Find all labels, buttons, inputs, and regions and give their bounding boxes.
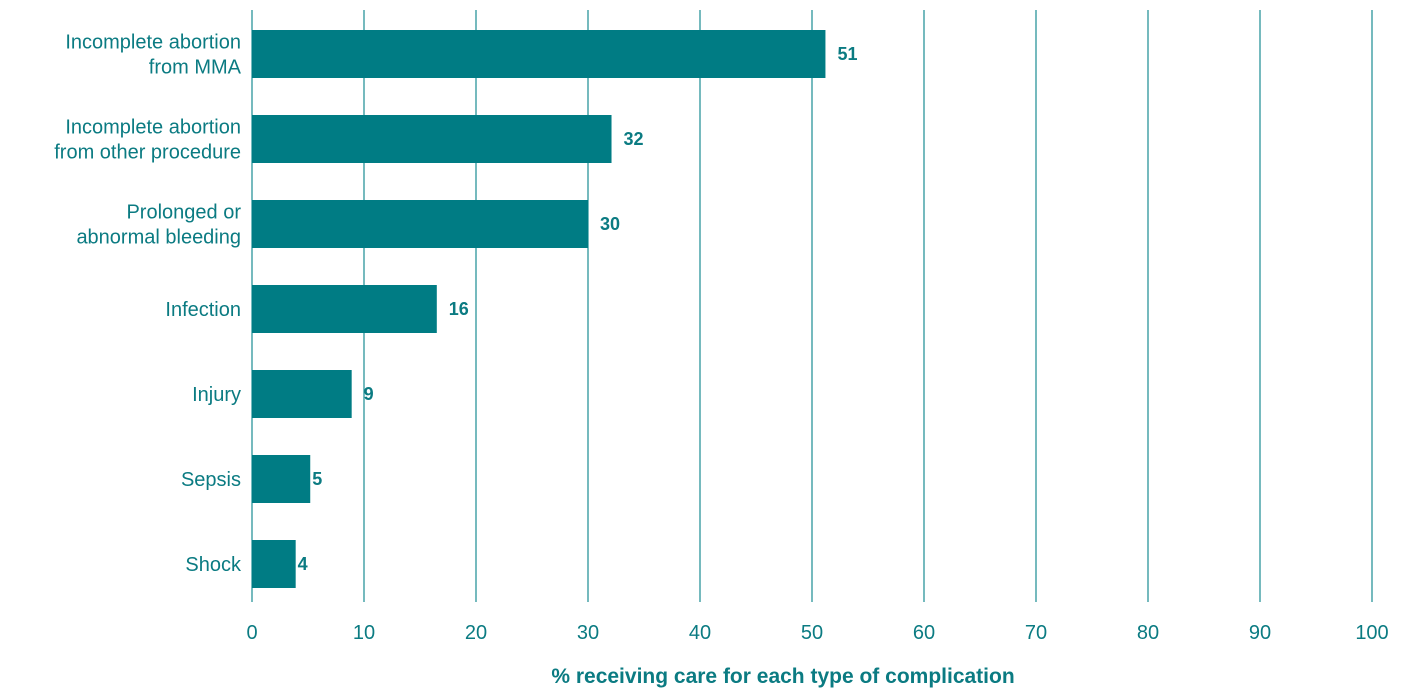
x-tick-labels: 0 10 20 30 40 50 60 70 80 90 100 [246,622,1388,644]
category-label: Injury [192,384,241,406]
category-label-line: Prolonged or [126,202,241,224]
value-label: 5 [312,469,322,489]
x-tick-label: 50 [801,622,823,644]
x-tick-label: 30 [577,622,599,644]
x-axis-title: % receiving care for each type of compli… [551,665,1014,688]
category-label: Sepsis [181,469,241,491]
category-label-line: Incomplete abortion [65,117,241,139]
value-labels: 51 32 30 16 9 5 4 [298,44,858,574]
value-label: 51 [837,44,857,64]
x-tick-label: 20 [465,622,487,644]
x-tick-label: 0 [246,622,257,644]
category-label: Incomplete abortion from MMA [65,32,241,79]
category-label-line: from other procedure [54,142,241,164]
value-label: 16 [449,299,469,319]
category-label-line: Incomplete abortion [65,32,241,54]
bars [252,30,826,588]
value-label: 32 [624,129,644,149]
category-label-line: from MMA [149,57,242,79]
bar [252,455,311,503]
bar [252,115,612,163]
category-label: Shock [185,554,242,576]
x-tick-label: 90 [1249,622,1271,644]
category-label-line: abnormal bleeding [76,227,241,249]
category-label-line: Shock [185,554,242,576]
bar [252,285,437,333]
x-tick-label: 100 [1355,622,1388,644]
bar [252,200,588,248]
category-label: Infection [165,299,241,321]
x-tick-label: 40 [689,622,711,644]
bar [252,30,826,78]
category-label: Prolonged or abnormal bleeding [76,202,241,249]
x-tick-label: 10 [353,622,375,644]
category-label: Incomplete abortion from other procedure [54,117,241,164]
value-label: 4 [298,554,308,574]
category-label-line: Sepsis [181,469,241,491]
x-tick-label: 70 [1025,622,1047,644]
value-label: 9 [364,384,374,404]
category-label-line: Injury [192,384,241,406]
category-label-line: Infection [165,299,241,321]
bar [252,370,352,418]
x-tick-label: 60 [913,622,935,644]
x-tick-label: 80 [1137,622,1159,644]
value-label: 30 [600,214,620,234]
bar [252,540,296,588]
gridlines [251,10,1373,602]
